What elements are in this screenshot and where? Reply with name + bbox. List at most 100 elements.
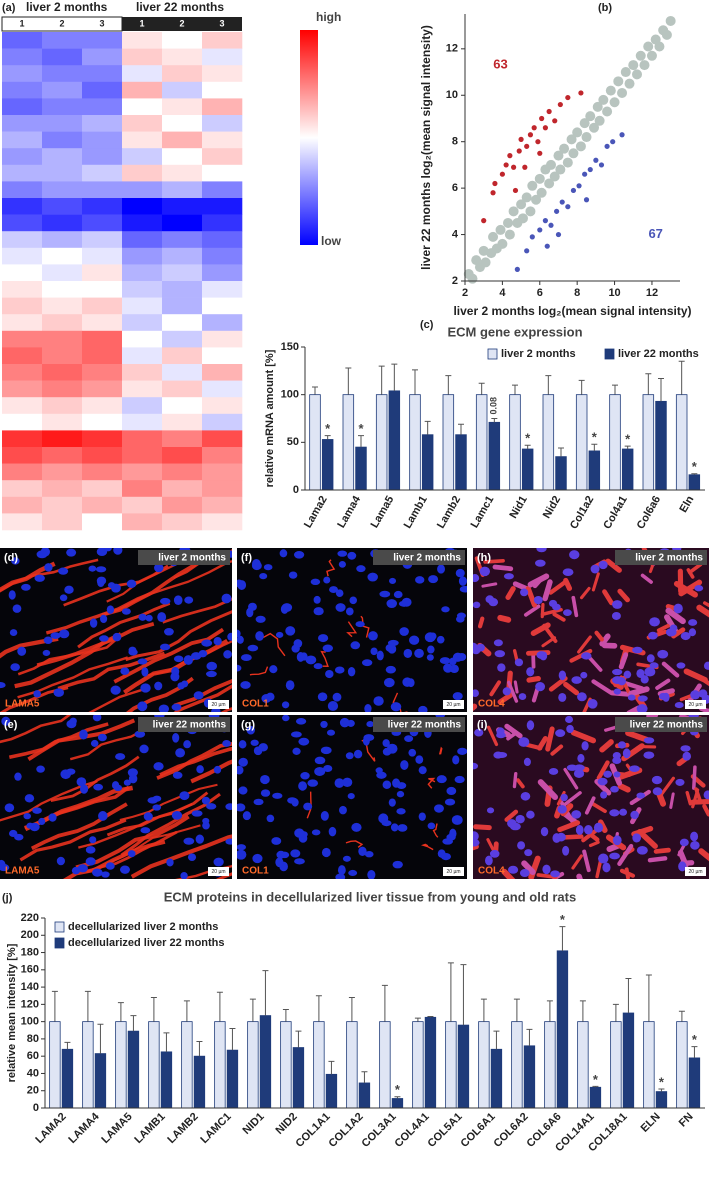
point xyxy=(613,76,624,87)
nucleus xyxy=(418,812,426,821)
point xyxy=(576,183,582,189)
nucleus xyxy=(355,621,365,628)
nucleus xyxy=(627,694,636,701)
point xyxy=(546,108,552,115)
nucleus xyxy=(442,838,453,845)
bar xyxy=(181,1021,193,1109)
nucleus xyxy=(193,691,204,700)
panel-label: (g) xyxy=(241,719,255,731)
x-tick-label: 6 xyxy=(537,287,543,299)
heatmap-cell xyxy=(162,496,203,514)
nucleus xyxy=(238,786,248,795)
x-tick-label: 2 xyxy=(462,287,468,299)
bar xyxy=(358,1082,371,1109)
y-tick-label: 12 xyxy=(446,43,458,55)
heatmap-cell xyxy=(162,397,203,415)
panel-label: (h) xyxy=(477,552,491,564)
nucleus xyxy=(290,731,302,738)
nucleus xyxy=(221,593,232,604)
condition-label: liver 22 months xyxy=(388,720,462,731)
heatmap-cell xyxy=(2,480,43,498)
nucleus xyxy=(637,695,648,702)
heatmap-cell xyxy=(42,430,83,448)
heatmap-cell xyxy=(122,247,163,265)
nucleus xyxy=(120,667,130,675)
micrograph-background xyxy=(237,548,467,712)
error-bar xyxy=(491,418,498,423)
nucleus xyxy=(356,565,366,573)
x-tick-label: Nid2 xyxy=(541,494,563,521)
nucleus xyxy=(223,650,232,659)
x-tick-label: Lamb2 xyxy=(435,494,463,531)
y-tick-label: 120 xyxy=(21,998,39,1010)
bar xyxy=(475,394,488,491)
point xyxy=(559,199,565,205)
stain xyxy=(599,633,611,647)
bar xyxy=(409,394,421,491)
x-tick-label: Lama4 xyxy=(335,493,363,530)
stain xyxy=(687,562,703,575)
micrograph xyxy=(237,715,467,879)
micrograph xyxy=(237,548,467,712)
stain xyxy=(656,790,667,807)
point xyxy=(531,194,542,205)
y-tick-label: 100 xyxy=(281,389,299,401)
nucleus xyxy=(137,658,148,665)
y-tick-label: 2 xyxy=(452,275,458,287)
stain xyxy=(571,854,583,870)
nucleus xyxy=(436,775,447,784)
nucleus xyxy=(342,777,353,788)
nucleus xyxy=(577,692,587,702)
bar xyxy=(622,1012,635,1109)
nucleus xyxy=(597,777,608,786)
bar xyxy=(577,1021,589,1109)
heatmap-cell xyxy=(122,32,163,49)
y-tick-label: 0 xyxy=(293,484,299,496)
nucleus xyxy=(428,575,439,584)
significance: * xyxy=(659,1074,665,1089)
nucleus xyxy=(632,833,642,843)
nucleus xyxy=(225,838,232,845)
stain xyxy=(156,741,232,780)
nucleus xyxy=(265,692,275,701)
stain xyxy=(563,767,579,790)
point xyxy=(565,204,571,210)
scale-box xyxy=(443,867,464,876)
point xyxy=(537,150,543,156)
heatmap-cell xyxy=(202,380,243,398)
condition-box xyxy=(373,550,465,565)
x-tick-label: LAMA2 xyxy=(33,1111,68,1146)
nucleus xyxy=(623,670,632,679)
point xyxy=(587,166,593,173)
error-bar xyxy=(51,990,58,1022)
bar xyxy=(542,394,555,491)
y-tick-label: 100 xyxy=(21,1016,39,1028)
nucleus xyxy=(680,632,691,641)
nucleus xyxy=(140,827,151,834)
heatmap-cell xyxy=(162,281,203,298)
point xyxy=(610,139,616,145)
heatmap-cell xyxy=(162,330,203,348)
stain xyxy=(548,579,568,595)
nucleus xyxy=(339,717,350,728)
nucleus xyxy=(533,595,543,605)
point xyxy=(480,257,491,268)
nucleus xyxy=(452,692,463,701)
stain xyxy=(486,838,495,851)
nucleus xyxy=(444,798,456,806)
point xyxy=(624,78,635,89)
nucleus xyxy=(517,841,526,850)
nucleus xyxy=(38,817,46,826)
nucleus xyxy=(338,561,346,568)
stain xyxy=(477,616,485,629)
nucleus xyxy=(548,768,559,775)
point xyxy=(554,208,560,214)
nucleus xyxy=(508,865,519,874)
nucleus xyxy=(598,853,609,864)
condition-box xyxy=(615,550,707,565)
heatmap-cell xyxy=(122,181,163,199)
significance: * xyxy=(625,432,631,447)
nucleus xyxy=(694,585,704,592)
point xyxy=(522,164,528,170)
nucleus xyxy=(514,658,524,667)
